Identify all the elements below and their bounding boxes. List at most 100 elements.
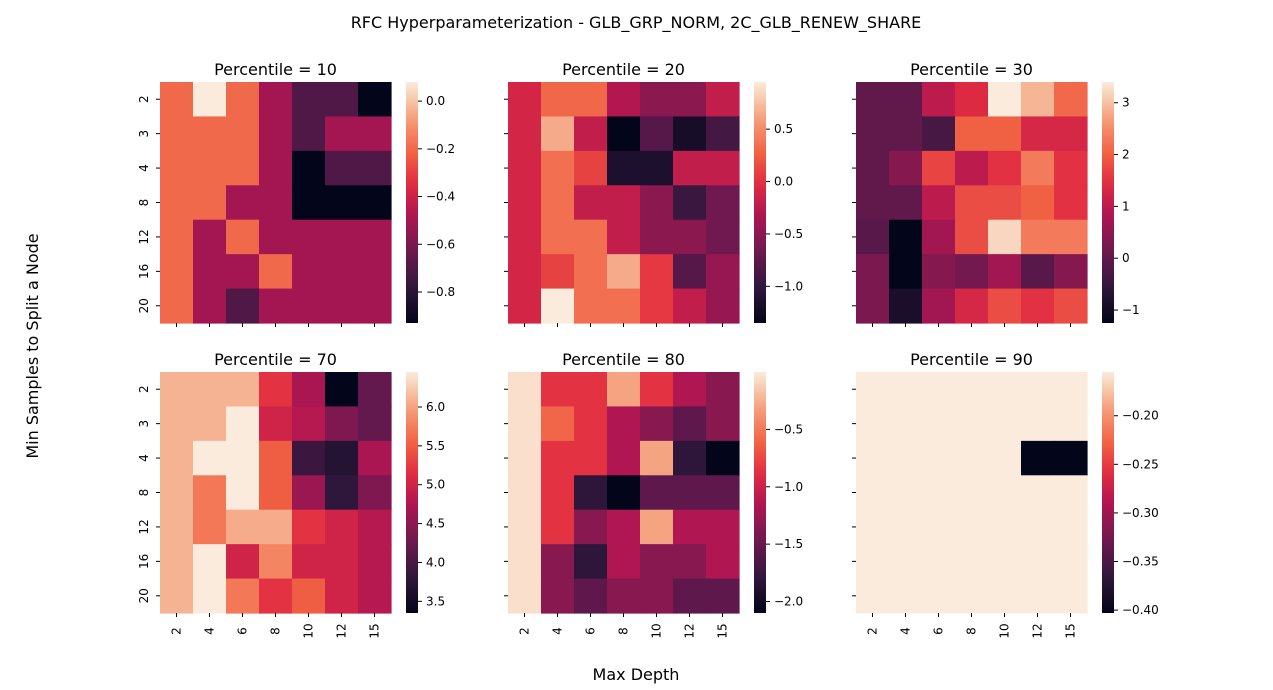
heatmap-cell xyxy=(226,475,260,511)
heatmap-cell xyxy=(325,509,359,545)
heatmap-cell xyxy=(259,509,293,545)
heatmap-cell xyxy=(541,82,575,118)
heatmap-cell xyxy=(541,116,575,152)
y-tick-label: 2 xyxy=(137,95,151,103)
heatmap-cell xyxy=(358,440,392,476)
heatmap-cell xyxy=(259,116,293,152)
heatmap-cell xyxy=(1021,254,1055,290)
heatmap-cell xyxy=(1054,578,1088,614)
heatmap-cell xyxy=(988,185,1022,221)
x-tick-label: 6 xyxy=(932,627,946,635)
heatmap-cell xyxy=(325,578,359,614)
heatmap-cell xyxy=(508,372,542,408)
heatmap-cell xyxy=(706,116,740,152)
heatmap-cell xyxy=(988,578,1022,614)
y-tick-label: 8 xyxy=(137,489,151,497)
heatmap-cell xyxy=(955,82,989,118)
heatmap-cell xyxy=(889,406,923,442)
heatmap-cell xyxy=(889,82,923,118)
y-axis-label: Min Samples to Split a Node xyxy=(23,233,42,458)
heatmap-cell xyxy=(358,116,392,152)
heatmap-cell xyxy=(640,509,674,545)
x-tick-label: 4 xyxy=(551,627,565,635)
heatmap-cell xyxy=(508,82,542,118)
heatmap-cell xyxy=(1054,475,1088,511)
heatmap-cell xyxy=(988,219,1022,255)
heatmap-cell xyxy=(508,440,542,476)
heatmap-cell xyxy=(922,509,956,545)
heatmap-cell xyxy=(889,544,923,580)
heatmap-cell xyxy=(1054,509,1088,545)
colorbar-tick-label: 0.0 xyxy=(426,94,445,108)
heatmap-cell xyxy=(259,219,293,255)
heatmap-cell xyxy=(226,509,260,545)
heatmap-cell xyxy=(706,578,740,614)
x-tick-label: 8 xyxy=(965,627,979,635)
heatmap-cell xyxy=(889,185,923,221)
heatmap-cell xyxy=(640,150,674,186)
heatmap-cell xyxy=(358,509,392,545)
heatmap-cell xyxy=(988,372,1022,408)
heatmap-cell xyxy=(988,116,1022,152)
heatmap-cell xyxy=(955,254,989,290)
heatmap-cell xyxy=(226,82,260,118)
heatmap-cell xyxy=(1054,82,1088,118)
heatmap-cell xyxy=(889,440,923,476)
panel-title: Percentile = 80 xyxy=(562,350,685,369)
heatmap-cell xyxy=(706,150,740,186)
heatmap-cell xyxy=(856,440,890,476)
colorbar-tick-label: −0.35 xyxy=(1122,554,1159,568)
heatmap-cell xyxy=(922,185,956,221)
heatmap-cell xyxy=(574,440,608,476)
colorbar-tick-label: −1.0 xyxy=(774,279,803,293)
heatmap-cell xyxy=(889,578,923,614)
heatmap-cell xyxy=(1054,150,1088,186)
heatmap-cell xyxy=(259,406,293,442)
heatmap-cell xyxy=(856,82,890,118)
colorbar-tick-label: −0.30 xyxy=(1122,506,1159,520)
colorbar xyxy=(406,372,418,613)
heatmap-cell xyxy=(673,544,707,580)
heatmap-cell xyxy=(226,185,260,221)
heatmap-cell xyxy=(508,288,542,324)
heatmap-cell xyxy=(259,288,293,324)
heatmap-cell xyxy=(706,406,740,442)
heatmap-cell xyxy=(259,440,293,476)
heatmap-cell xyxy=(706,544,740,580)
heatmap-cell xyxy=(541,185,575,221)
colorbar xyxy=(406,82,418,323)
heatmap-cell xyxy=(325,544,359,580)
heatmap-cell xyxy=(358,288,392,324)
heatmap-cell xyxy=(889,116,923,152)
heatmap-cell xyxy=(856,150,890,186)
heatmap-cell xyxy=(1054,372,1088,408)
x-axis-label: Max Depth xyxy=(593,665,680,684)
heatmap-cell xyxy=(1054,185,1088,221)
colorbar-tick-label: 0 xyxy=(1122,251,1130,265)
heatmap-cell xyxy=(541,288,575,324)
heatmap-cell xyxy=(607,475,641,511)
y-tick-label: 8 xyxy=(137,199,151,207)
colorbar-tick-label: −0.2 xyxy=(426,142,455,156)
heatmap-cell xyxy=(1054,406,1088,442)
heatmap-cell xyxy=(193,406,227,442)
y-tick-label: 16 xyxy=(137,264,151,279)
heatmap-cell xyxy=(607,544,641,580)
heatmap-cell xyxy=(292,254,326,290)
heatmap-cell xyxy=(226,406,260,442)
heatmap-cell xyxy=(358,406,392,442)
colorbar-tick-label: −0.5 xyxy=(774,227,803,241)
heatmap-cell xyxy=(673,475,707,511)
heatmap-cell xyxy=(889,219,923,255)
heatmap-cell xyxy=(922,82,956,118)
heatmap-cell xyxy=(607,254,641,290)
heatmap-cell xyxy=(292,82,326,118)
x-tick-label: 12 xyxy=(1031,623,1045,638)
heatmap-cell xyxy=(856,185,890,221)
heatmap-cell xyxy=(574,116,608,152)
heatmap-cell xyxy=(640,578,674,614)
heatmap-cell xyxy=(607,578,641,614)
colorbar-tick-label: −0.8 xyxy=(426,285,455,299)
heatmap-cell xyxy=(325,82,359,118)
